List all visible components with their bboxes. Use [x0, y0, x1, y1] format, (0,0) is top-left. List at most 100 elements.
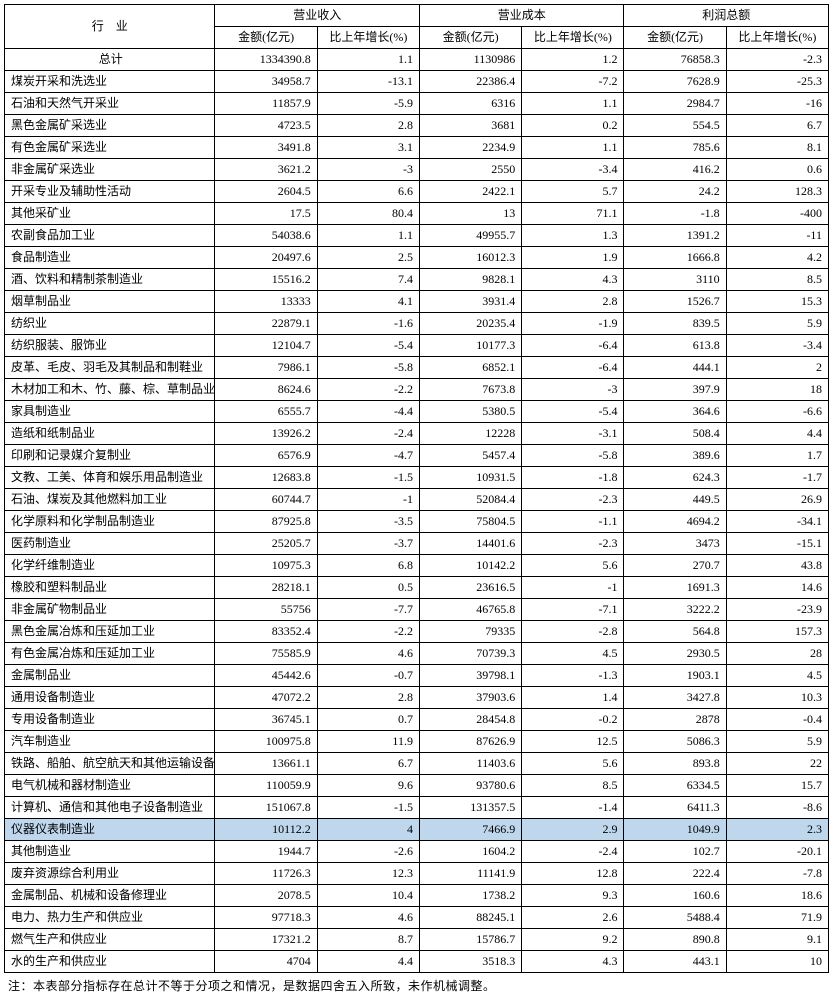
- row-cost-growth: -7.1: [522, 599, 624, 621]
- row-profit-growth: 2.3: [726, 819, 828, 841]
- row-revenue-growth: 4.6: [317, 643, 419, 665]
- row-industry-name: 木材加工和木、竹、藤、棕、草制品业: [5, 379, 215, 401]
- row-revenue-growth: -3.5: [317, 511, 419, 533]
- row-revenue-amount: 110059.9: [215, 775, 317, 797]
- row-revenue-growth: 2.8: [317, 687, 419, 709]
- row-profit-growth: -15.1: [726, 533, 828, 555]
- row-profit-growth: 8.5: [726, 269, 828, 291]
- row-revenue-amount: 6555.7: [215, 401, 317, 423]
- row-cost-growth: -3.1: [522, 423, 624, 445]
- row-revenue-amount: 1334390.8: [215, 49, 317, 71]
- row-industry-name: 家具制造业: [5, 401, 215, 423]
- row-cost-growth: -1.3: [522, 665, 624, 687]
- row-cost-growth: -3: [522, 379, 624, 401]
- table-row: 纺织服装、服饰业12104.7-5.410177.3-6.4613.8-3.4: [5, 335, 829, 357]
- row-cost-growth: -2.3: [522, 489, 624, 511]
- row-revenue-amount: 1944.7: [215, 841, 317, 863]
- row-profit-growth: 8.1: [726, 137, 828, 159]
- row-industry-name: 金属制品业: [5, 665, 215, 687]
- row-revenue-amount: 100975.8: [215, 731, 317, 753]
- row-profit-growth: 1.7: [726, 445, 828, 467]
- row-revenue-amount: 7986.1: [215, 357, 317, 379]
- row-industry-name: 石油、煤炭及其他燃料加工业: [5, 489, 215, 511]
- row-revenue-growth: -2.2: [317, 621, 419, 643]
- table-row: 造纸和纸制品业13926.2-2.412228-3.1508.44.4: [5, 423, 829, 445]
- row-cost-amount: 6316: [419, 93, 521, 115]
- table-row: 化学原料和化学制品制造业87925.8-3.575804.5-1.14694.2…: [5, 511, 829, 533]
- row-cost-growth: -1: [522, 577, 624, 599]
- industry-table: 行 业 营业收入 营业成本 利润总额 金额(亿元) 比上年增长(%) 金额(亿元…: [4, 4, 829, 973]
- row-cost-growth: -5.8: [522, 445, 624, 467]
- col-revenue-growth: 比上年增长(%): [317, 27, 419, 49]
- row-profit-amount: 785.6: [624, 137, 726, 159]
- row-revenue-growth: -4.4: [317, 401, 419, 423]
- table-row: 石油和天然气开采业11857.9-5.963161.12984.7-16: [5, 93, 829, 115]
- row-revenue-growth: -7.7: [317, 599, 419, 621]
- row-profit-amount: 1666.8: [624, 247, 726, 269]
- row-cost-amount: 39798.1: [419, 665, 521, 687]
- row-profit-amount: 508.4: [624, 423, 726, 445]
- row-revenue-growth: -1.6: [317, 313, 419, 335]
- row-revenue-amount: 20497.6: [215, 247, 317, 269]
- row-revenue-amount: 45442.6: [215, 665, 317, 687]
- table-row: 金属制品、机械和设备修理业2078.510.41738.29.3160.618.…: [5, 885, 829, 907]
- row-revenue-amount: 22879.1: [215, 313, 317, 335]
- row-cost-growth: -3.4: [522, 159, 624, 181]
- table-row: 其他采矿业17.580.41371.1-1.8-400: [5, 203, 829, 225]
- row-industry-name: 仪器仪表制造业: [5, 819, 215, 841]
- row-profit-growth: 71.9: [726, 907, 828, 929]
- table-row: 有色金属冶炼和压延加工业75585.94.670739.34.52930.528: [5, 643, 829, 665]
- row-profit-amount: 444.1: [624, 357, 726, 379]
- row-industry-name: 总计: [5, 49, 215, 71]
- row-profit-amount: 102.7: [624, 841, 726, 863]
- row-revenue-growth: -0.7: [317, 665, 419, 687]
- row-cost-amount: 5457.4: [419, 445, 521, 467]
- row-cost-amount: 7466.9: [419, 819, 521, 841]
- row-cost-amount: 52084.4: [419, 489, 521, 511]
- row-profit-growth: 4.4: [726, 423, 828, 445]
- row-revenue-growth: -2.2: [317, 379, 419, 401]
- row-revenue-amount: 15516.2: [215, 269, 317, 291]
- row-revenue-growth: 6.6: [317, 181, 419, 203]
- row-profit-amount: -1.8: [624, 203, 726, 225]
- col-cost: 营业成本: [419, 5, 623, 27]
- row-cost-growth: -1.8: [522, 467, 624, 489]
- table-row: 文教、工美、体育和娱乐用品制造业12683.8-1.510931.5-1.862…: [5, 467, 829, 489]
- row-industry-name: 食品制造业: [5, 247, 215, 269]
- table-row: 金属制品业45442.6-0.739798.1-1.31903.14.5: [5, 665, 829, 687]
- table-row: 黑色金属冶炼和压延加工业83352.4-2.279335-2.8564.8157…: [5, 621, 829, 643]
- table-row: 电气机械和器材制造业110059.99.693780.68.56334.515.…: [5, 775, 829, 797]
- row-industry-name: 非金属矿采选业: [5, 159, 215, 181]
- row-industry-name: 医药制造业: [5, 533, 215, 555]
- row-revenue-amount: 75585.9: [215, 643, 317, 665]
- row-cost-amount: 87626.9: [419, 731, 521, 753]
- row-profit-amount: 160.6: [624, 885, 726, 907]
- row-revenue-growth: -13.1: [317, 71, 419, 93]
- row-profit-growth: 2: [726, 357, 828, 379]
- row-profit-amount: 389.6: [624, 445, 726, 467]
- row-industry-name: 水的生产和供应业: [5, 951, 215, 973]
- row-cost-growth: 12.8: [522, 863, 624, 885]
- row-revenue-growth: -2.4: [317, 423, 419, 445]
- row-cost-amount: 11403.6: [419, 753, 521, 775]
- row-profit-amount: 1526.7: [624, 291, 726, 313]
- row-profit-amount: 3222.2: [624, 599, 726, 621]
- row-revenue-growth: 12.3: [317, 863, 419, 885]
- row-profit-growth: 157.3: [726, 621, 828, 643]
- table-row: 水的生产和供应业47044.43518.34.3443.110: [5, 951, 829, 973]
- table-row: 皮革、毛皮、羽毛及其制品和制鞋业7986.1-5.86852.1-6.4444.…: [5, 357, 829, 379]
- row-profit-amount: 1903.1: [624, 665, 726, 687]
- row-profit-amount: 7628.9: [624, 71, 726, 93]
- row-revenue-growth: 0.5: [317, 577, 419, 599]
- row-revenue-amount: 11857.9: [215, 93, 317, 115]
- row-revenue-growth: 4: [317, 819, 419, 841]
- row-profit-growth: 26.9: [726, 489, 828, 511]
- row-profit-growth: 0.6: [726, 159, 828, 181]
- row-cost-growth: 5.6: [522, 753, 624, 775]
- row-profit-amount: 624.3: [624, 467, 726, 489]
- row-cost-growth: -1.9: [522, 313, 624, 335]
- row-revenue-growth: -1.5: [317, 797, 419, 819]
- row-cost-amount: 79335: [419, 621, 521, 643]
- row-cost-amount: 37903.6: [419, 687, 521, 709]
- row-profit-growth: -0.4: [726, 709, 828, 731]
